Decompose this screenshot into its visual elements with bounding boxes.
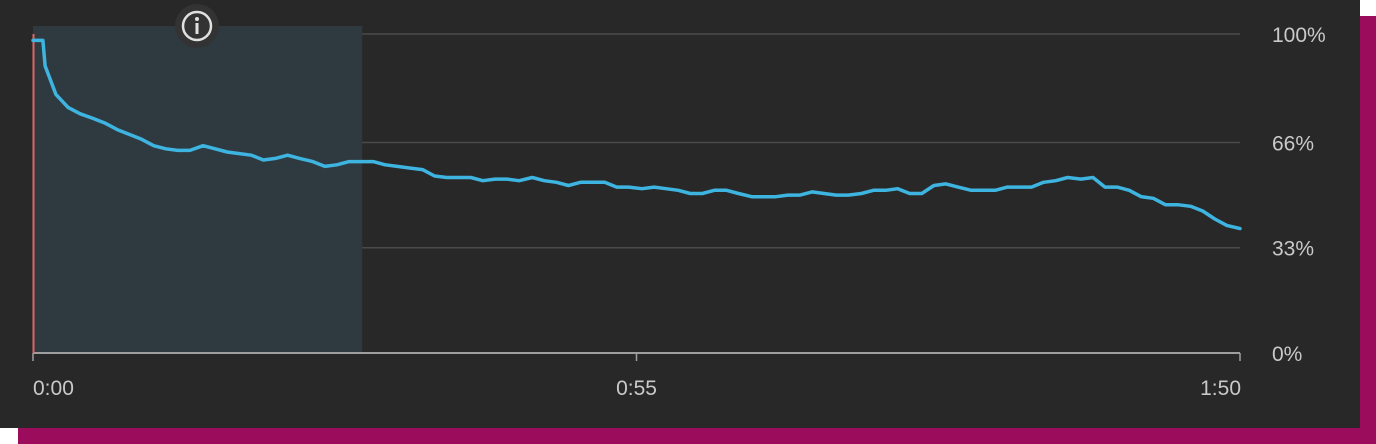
y-tick-label: 0% — [1272, 343, 1302, 366]
retention-chart-panel: 100% 66% 33% 0% 0:00 0:55 1:50 — [0, 0, 1360, 428]
axis-layer — [32, 34, 1241, 361]
line-layer — [31, 38, 1242, 231]
info-icon-dot — [195, 17, 199, 21]
highlight-layer — [33, 26, 363, 353]
info-icon[interactable] — [175, 4, 219, 48]
y-tick-label: 33% — [1272, 238, 1314, 261]
x-tick-label: 0:00 — [33, 377, 74, 400]
info-icon-ring — [181, 10, 213, 42]
y-tick-label: 100% — [1272, 24, 1326, 47]
highlight-region — [33, 26, 363, 353]
x-tick-label: 1:50 — [1200, 377, 1241, 400]
y-tick-label: 66% — [1272, 132, 1314, 155]
series-line — [31, 38, 1242, 231]
retention-chart: 100% 66% 33% 0% 0:00 0:55 1:50 — [31, 4, 1326, 400]
x-tick-label: 0:55 — [616, 377, 657, 400]
label-layer: 100% 66% 33% 0% 0:00 0:55 1:50 — [33, 24, 1326, 400]
info-icon-stem — [195, 23, 199, 34]
info-icon-layer — [175, 4, 219, 48]
